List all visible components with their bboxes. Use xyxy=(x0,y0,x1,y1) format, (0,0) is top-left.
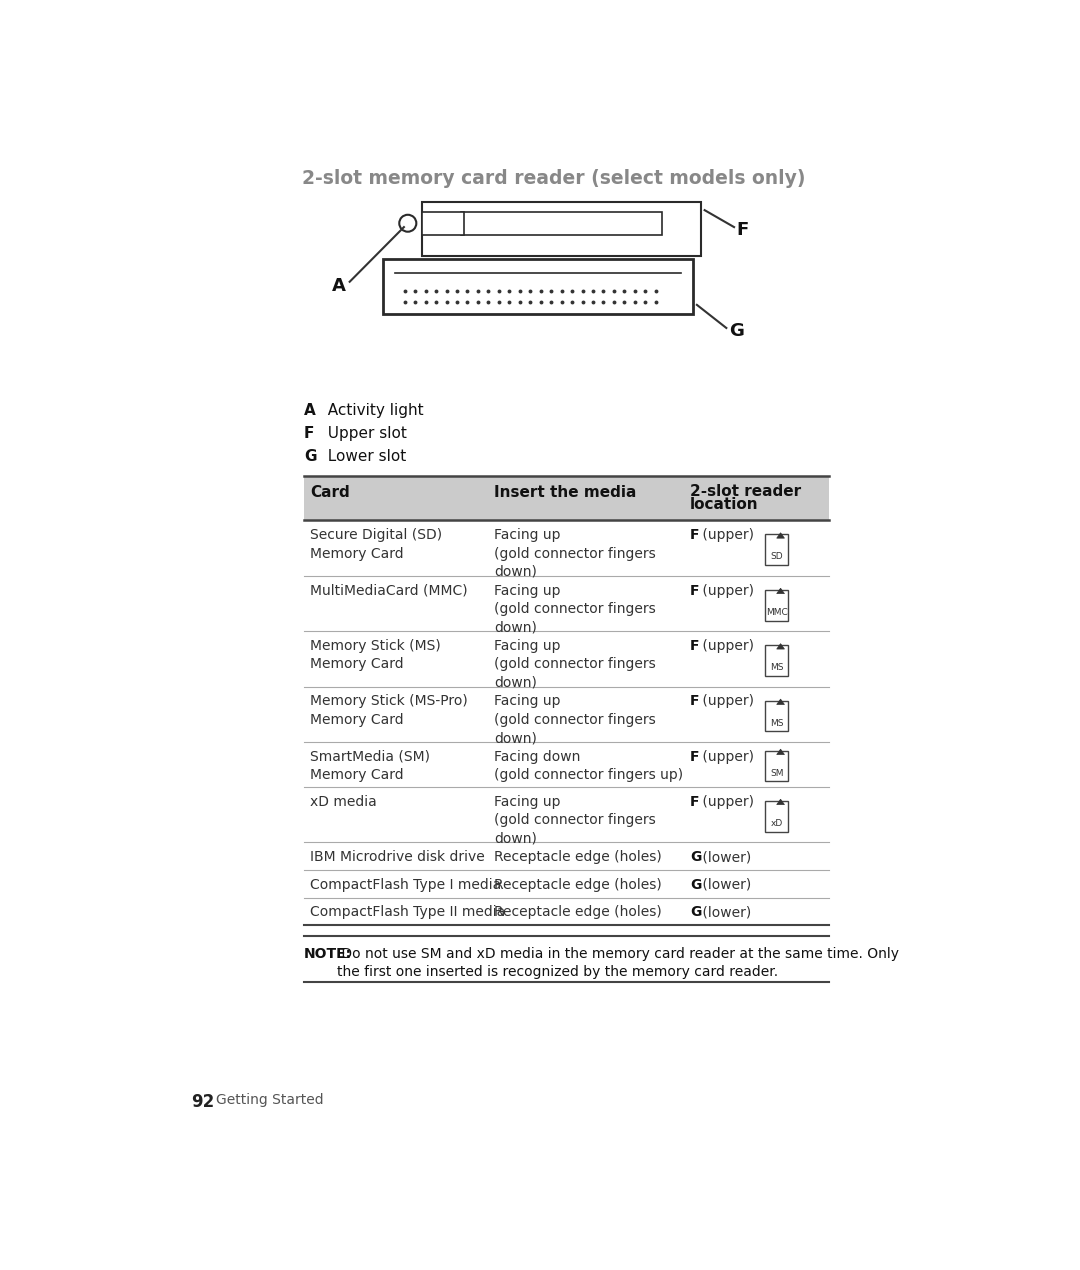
Text: NOTE:: NOTE: xyxy=(303,947,352,961)
Text: Receptacle edge (holes): Receptacle edge (holes) xyxy=(494,878,662,892)
Text: (lower): (lower) xyxy=(698,850,751,864)
Text: F: F xyxy=(303,425,314,441)
Text: CompactFlash Type II media: CompactFlash Type II media xyxy=(310,906,505,919)
Text: Memory Stick (MS)
Memory Card: Memory Stick (MS) Memory Card xyxy=(310,639,441,672)
Text: (upper): (upper) xyxy=(698,584,754,598)
Text: SM: SM xyxy=(770,768,783,777)
Text: (upper): (upper) xyxy=(698,528,754,542)
Text: (lower): (lower) xyxy=(698,906,751,919)
Text: F: F xyxy=(690,795,700,809)
Text: Getting Started: Getting Started xyxy=(216,1093,324,1107)
Text: SmartMedia (SM)
Memory Card: SmartMedia (SM) Memory Card xyxy=(310,749,430,782)
Text: Facing up
(gold connector fingers
down): Facing up (gold connector fingers down) xyxy=(494,795,656,846)
Bar xyxy=(422,202,701,257)
Polygon shape xyxy=(777,588,784,593)
Text: MultiMediaCard (MMC): MultiMediaCard (MMC) xyxy=(310,584,468,598)
Text: Card: Card xyxy=(310,485,350,500)
Text: Receptacle edge (holes): Receptacle edge (holes) xyxy=(494,850,662,864)
Text: (lower): (lower) xyxy=(698,878,751,892)
Text: F: F xyxy=(690,584,700,598)
Polygon shape xyxy=(777,799,784,805)
Text: G: G xyxy=(729,321,743,340)
Text: MS: MS xyxy=(770,719,783,728)
Bar xyxy=(765,801,788,832)
Bar xyxy=(422,212,464,235)
Text: G: G xyxy=(303,448,316,464)
Text: G: G xyxy=(690,850,701,864)
Bar xyxy=(765,751,788,781)
Text: 92: 92 xyxy=(191,1093,214,1111)
Text: (upper): (upper) xyxy=(698,749,754,765)
Text: A: A xyxy=(303,403,315,418)
Polygon shape xyxy=(777,644,784,649)
Text: 2-slot reader: 2-slot reader xyxy=(690,484,801,499)
Text: xD media: xD media xyxy=(310,795,377,809)
Text: F: F xyxy=(690,639,700,653)
Text: Facing up
(gold connector fingers
down): Facing up (gold connector fingers down) xyxy=(494,584,656,635)
Text: Facing up
(gold connector fingers
down): Facing up (gold connector fingers down) xyxy=(494,528,656,579)
Text: F: F xyxy=(737,221,748,239)
Text: Upper slot: Upper slot xyxy=(318,425,407,441)
Text: 2-slot memory card reader (select models only): 2-slot memory card reader (select models… xyxy=(301,169,806,188)
Text: Memory Stick (MS-Pro)
Memory Card: Memory Stick (MS-Pro) Memory Card xyxy=(310,695,468,726)
Text: MS: MS xyxy=(770,663,783,672)
Text: Facing up
(gold connector fingers
down): Facing up (gold connector fingers down) xyxy=(494,639,656,690)
Text: F: F xyxy=(690,695,700,709)
Bar xyxy=(460,212,662,235)
Text: Do not use SM and xD media in the memory card reader at the same time. Only
the : Do not use SM and xD media in the memory… xyxy=(337,947,900,979)
Text: location: location xyxy=(690,498,758,512)
Text: xD: xD xyxy=(770,819,783,828)
Text: IBM Microdrive disk drive: IBM Microdrive disk drive xyxy=(310,850,485,864)
Text: Insert the media: Insert the media xyxy=(494,485,636,500)
Bar xyxy=(765,701,788,732)
Text: Activity light: Activity light xyxy=(318,403,423,418)
Polygon shape xyxy=(777,698,784,705)
Polygon shape xyxy=(777,749,784,754)
Bar xyxy=(765,589,788,621)
Text: (upper): (upper) xyxy=(698,795,754,809)
Bar xyxy=(765,645,788,676)
Text: MMC: MMC xyxy=(766,608,787,617)
Text: G: G xyxy=(690,906,701,919)
Text: Lower slot: Lower slot xyxy=(318,448,406,464)
Text: F: F xyxy=(690,528,700,542)
Text: (upper): (upper) xyxy=(698,639,754,653)
Text: F: F xyxy=(690,749,700,765)
Circle shape xyxy=(400,215,416,231)
Bar xyxy=(765,535,788,565)
Text: G: G xyxy=(690,878,701,892)
Text: (upper): (upper) xyxy=(698,695,754,709)
Bar xyxy=(303,476,828,521)
Bar xyxy=(383,259,693,314)
Text: CompactFlash Type I media: CompactFlash Type I media xyxy=(310,878,501,892)
Text: A: A xyxy=(332,277,346,295)
Text: Secure Digital (SD)
Memory Card: Secure Digital (SD) Memory Card xyxy=(310,528,443,560)
Text: Facing up
(gold connector fingers
down): Facing up (gold connector fingers down) xyxy=(494,695,656,745)
Text: SD: SD xyxy=(770,552,783,561)
Text: Receptacle edge (holes): Receptacle edge (holes) xyxy=(494,906,662,919)
Polygon shape xyxy=(777,533,784,538)
Text: Facing down
(gold connector fingers up): Facing down (gold connector fingers up) xyxy=(494,749,683,782)
